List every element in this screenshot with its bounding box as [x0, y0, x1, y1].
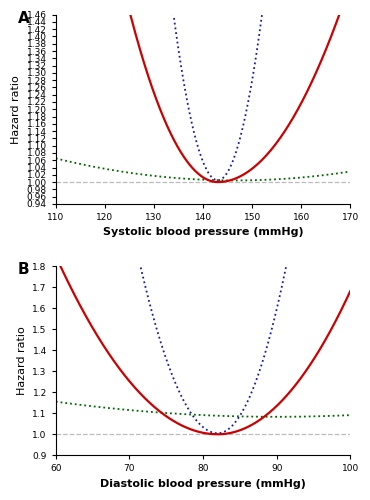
Text: A: A — [17, 11, 29, 26]
Y-axis label: Hazard ratio: Hazard ratio — [11, 75, 21, 144]
X-axis label: Diastolic blood pressure (mmHg): Diastolic blood pressure (mmHg) — [100, 479, 306, 489]
Y-axis label: Hazard ratio: Hazard ratio — [17, 326, 27, 395]
X-axis label: Systolic blood pressure (mmHg): Systolic blood pressure (mmHg) — [103, 228, 303, 237]
Text: B: B — [17, 262, 29, 277]
